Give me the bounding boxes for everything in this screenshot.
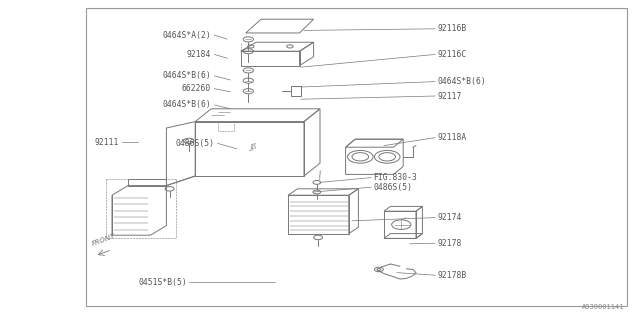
Text: 92174: 92174 <box>437 213 461 222</box>
Text: 92116C: 92116C <box>437 50 467 59</box>
Text: 0464S*A(2): 0464S*A(2) <box>163 31 211 40</box>
Text: 0486S(5): 0486S(5) <box>373 183 412 192</box>
Text: 92111: 92111 <box>94 138 118 147</box>
Text: 0486S(5): 0486S(5) <box>175 139 214 148</box>
Text: 92117: 92117 <box>437 92 461 100</box>
Text: A930001141: A930001141 <box>582 304 624 310</box>
Text: 92116B: 92116B <box>437 24 467 33</box>
Text: 662260: 662260 <box>182 84 211 93</box>
Text: FIG.830-3: FIG.830-3 <box>373 173 417 182</box>
Bar <box>86 8 627 306</box>
Text: FRONT: FRONT <box>91 233 116 247</box>
Text: Jß: Jß <box>249 143 257 151</box>
Text: /: / <box>317 171 323 181</box>
Text: 92184: 92184 <box>187 50 211 59</box>
Text: 92178: 92178 <box>437 239 461 248</box>
Text: 0464S*B(6): 0464S*B(6) <box>163 100 211 109</box>
Text: 0451S*B(5): 0451S*B(5) <box>139 278 188 287</box>
Text: 92178B: 92178B <box>437 271 467 280</box>
Text: 92118A: 92118A <box>437 133 467 142</box>
Text: 0464S*B(6): 0464S*B(6) <box>163 71 211 80</box>
Text: 0464S*B(6): 0464S*B(6) <box>437 77 486 86</box>
